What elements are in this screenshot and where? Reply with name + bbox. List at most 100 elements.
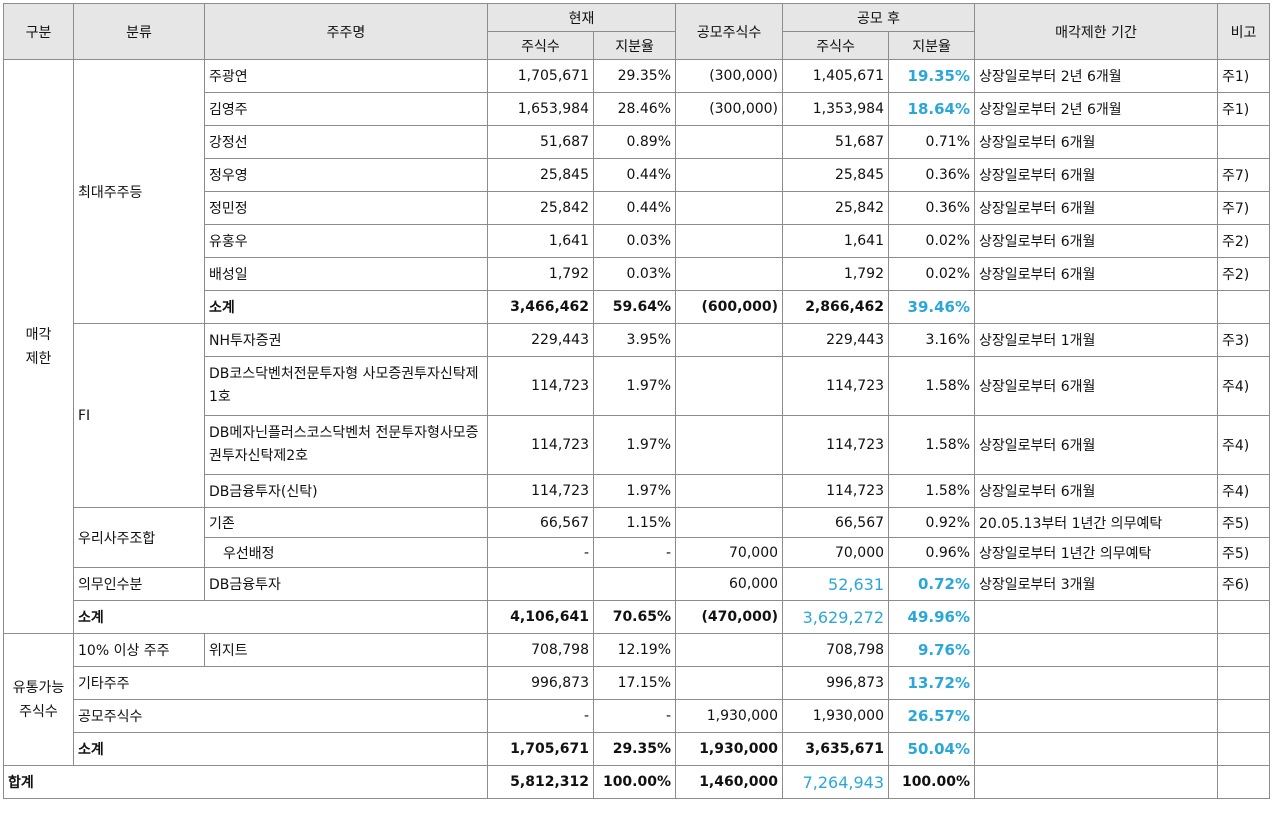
cell-note: 주2) [1217,224,1271,258]
cell-total-label: 합계 [3,765,488,799]
cell-cur-shares: 4,106,641 [487,600,594,634]
cell-cur-ratio: 0.89% [592,125,677,159]
cell-cur-shares [487,567,594,601]
table-row: 강정선 51,687 0.89% 51,687 0.71% 상장일로부터 6개월 [4,125,1271,159]
cell-cur-ratio: 0.03% [592,257,677,291]
cell-note [1217,732,1271,766]
cell-post-shares: 7,264,943 [782,765,890,799]
category-esop: 우리사주조합 [73,507,205,568]
cell-cur-shares: 229,443 [487,323,594,357]
header-shareholder-name: 주주명 [204,3,488,60]
cell-note: 주4) [1217,356,1271,416]
cell-name: NH투자증권 [204,323,488,357]
header-bunryu: 분류 [73,3,205,60]
cell-period [974,765,1219,799]
cell-offer [675,224,784,258]
cell-post-ratio: 0.36% [888,158,976,192]
cell-note: 주6) [1217,567,1271,601]
cell-cur-ratio: 3.95% [592,323,677,357]
cell-post-shares: 1,930,000 [782,699,890,733]
cell-post-ratio: 0.71% [888,125,976,159]
cell-offer: 70,000 [675,537,784,568]
header-current-ratio: 지분율 [592,31,677,60]
cell-note [1217,765,1271,799]
cell-offer [675,474,784,508]
cell-post-ratio: 0.36% [888,191,976,225]
cell-cur-ratio: 0.44% [592,158,677,192]
header-note: 비고 [1217,3,1271,60]
cell-cur-shares: 1,641 [487,224,594,258]
cell-cur-ratio: 1.97% [592,415,677,475]
cell-name: DB코스닥벤처전문투자형 사모증권투자신탁제1호 [204,356,488,416]
cell-note [1217,125,1271,159]
cell-cur-ratio: 29.35% [592,59,677,93]
cell-name: DB금융투자 [204,567,488,601]
cell-note [1217,699,1271,733]
cell-post-shares: 52,631 [782,567,890,601]
cell-offer [675,666,784,700]
cell-name: 우선배정 [204,537,488,568]
cell-cur-ratio: - [592,699,677,733]
table-row-subtotal: 소계 3,466,462 59.64% (600,000) 2,866,462 … [4,290,1271,324]
cell-period: 상장일로부터 6개월 [974,257,1219,291]
table-row-subtotal: 소계 1,705,671 29.35% 1,930,000 3,635,671 … [4,732,1271,766]
cell-note: 주5) [1217,537,1271,568]
table-row: DB메자닌플러스코스닥벤처 전문투자형사모증권투자신탁제2호 114,723 1… [4,415,1271,475]
cell-cur-shares: 1,792 [487,257,594,291]
cell-offer [675,507,784,538]
cell-name: 주광연 [204,59,488,93]
cell-cur-shares: 114,723 [487,474,594,508]
cell-post-ratio: 1.58% [888,474,976,508]
cell-offer [675,633,784,667]
table-row: 기타주주 996,873 17.15% 996,873 13.72% [4,666,1271,700]
category-fi: FI [73,323,205,508]
cell-post-ratio: 50.04% [888,732,976,766]
cell-name: 유홍우 [204,224,488,258]
cell-offer [675,356,784,416]
cell-period: 20.05.13부터 1년간 의무예탁 [974,507,1219,538]
header-gubun: 구분 [3,3,74,60]
header-current: 현재 [486,3,677,32]
cell-note: 주2) [1217,257,1271,291]
cell-note: 주5) [1217,507,1271,538]
cell-note [1217,633,1271,667]
cell-post-ratio: 0.92% [888,507,976,538]
cell-post-shares: 3,635,671 [782,732,890,766]
group-tradable-label: 유통가능주식수 [12,679,65,720]
cell-cur-ratio: 0.03% [592,224,677,258]
cell-note: 주7) [1217,191,1271,225]
cell-cur-shares: 996,873 [487,666,594,700]
cell-post-shares: 708,798 [782,633,890,667]
cell-period: 상장일로부터 1년간 의무예탁 [974,537,1219,568]
cell-period: 상장일로부터 6개월 [974,125,1219,159]
cell-post-ratio: 0.02% [888,224,976,258]
category-major: 최대주주등 [73,59,205,324]
cell-note [1217,666,1271,700]
cell-offer: 1,930,000 [675,732,784,766]
cell-note [1217,600,1271,634]
cell-name: 김영주 [204,92,488,126]
cell-cur-shares: 25,845 [487,158,594,192]
cell-post-ratio: 0.02% [888,257,976,291]
cell-note: 주1) [1217,92,1271,126]
table-row: 의무인수분 DB금융투자 60,000 52,631 0.72% 상장일로부터 … [4,567,1271,601]
cell-period: 상장일로부터 6개월 [974,474,1219,508]
cell-cur-ratio: 1.15% [592,507,677,538]
table-row-total: 합계 5,812,312 100.00% 1,460,000 7,264,943… [3,765,1271,799]
category-ten-pct: 10% 이상 주주 [73,633,205,667]
cell-name: 소계 [73,600,488,634]
table-row: 매각제한 최대주주등 주광연 1,705,671 29.35% (300,000… [3,59,1271,634]
cell-post-ratio: 0.72% [888,567,976,601]
cell-post-ratio: 100.00% [888,765,976,799]
category-others: 기타주주 [73,666,488,700]
cell-post-shares: 2,866,462 [782,290,890,324]
table-row: 유통가능주식수 10% 이상 주주 위지트 708,798 12.19% 708… [3,633,1271,766]
cell-note: 주4) [1217,415,1271,475]
table-row: 우리사주조합 기존 66,567 1.15% 66,567 0.92% 20.0… [4,507,1271,568]
table-row: DB코스닥벤처전문투자형 사모증권투자신탁제1호 114,723 1.97% 1… [4,356,1271,416]
cell-period [974,290,1219,324]
cell-cur-ratio: 12.19% [592,633,677,667]
header-after-offering: 공모 후 [782,3,976,32]
table-row: DB금융투자(신탁) 114,723 1.97% 114,723 1.58% 상… [4,474,1271,508]
cell-name: 기존 [204,507,488,538]
